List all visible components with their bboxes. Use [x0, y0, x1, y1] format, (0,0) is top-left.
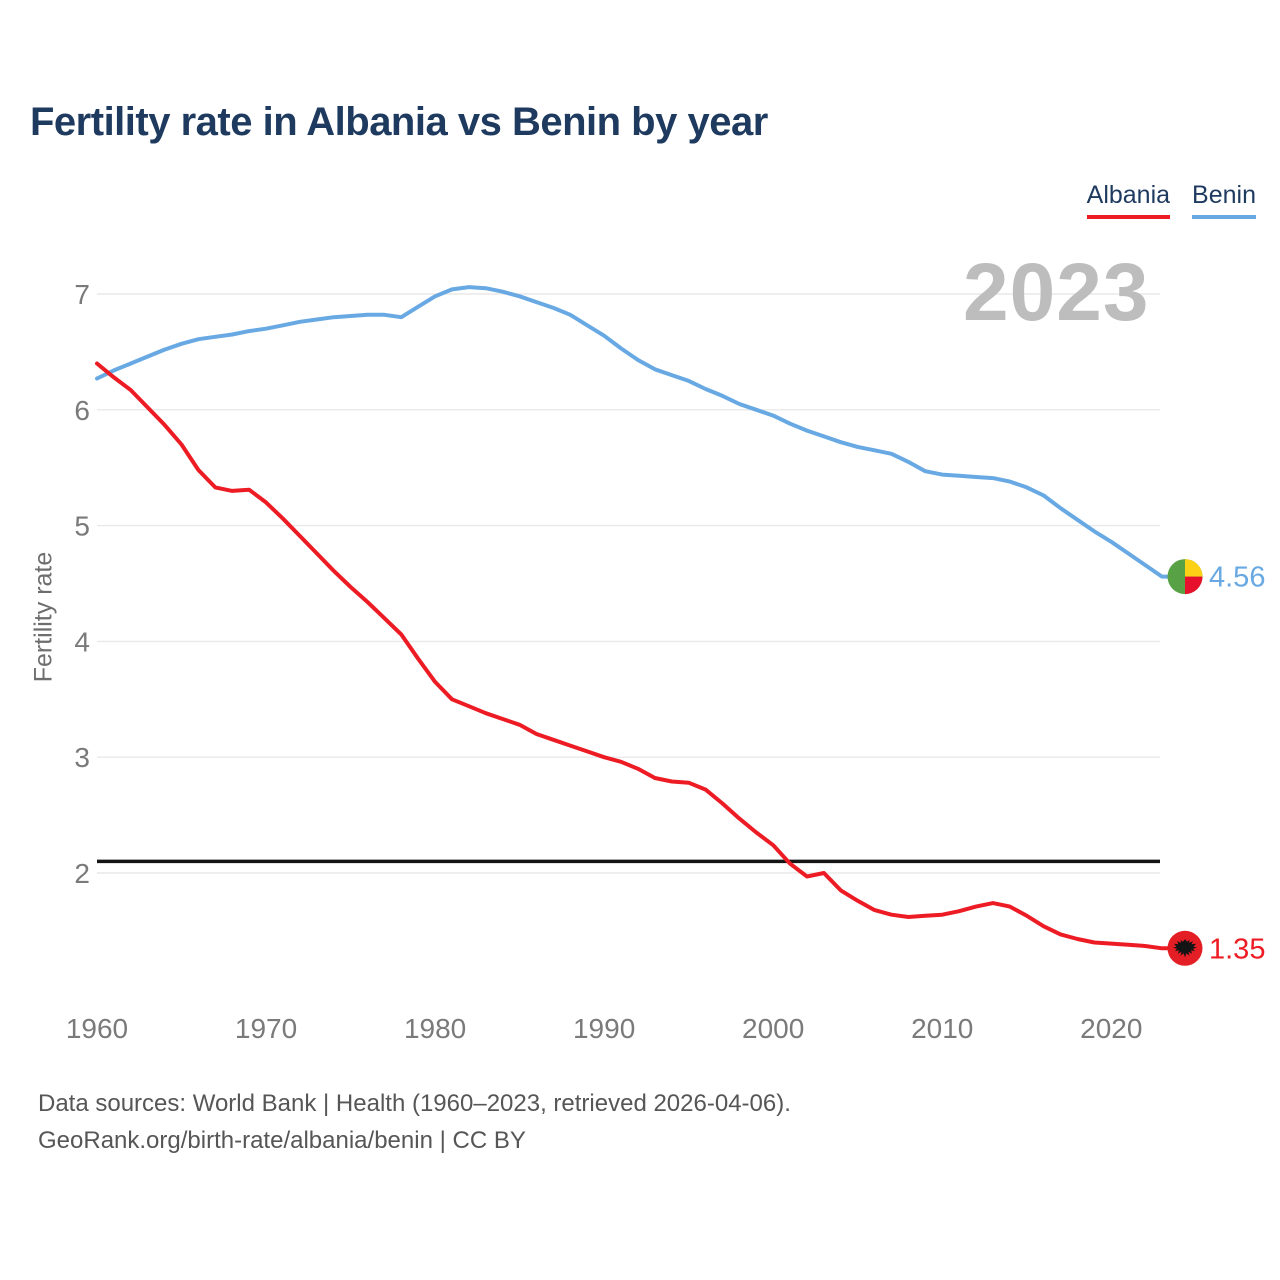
- benin-flag-icon: [1167, 559, 1203, 595]
- benin-line: [95, 285, 1178, 579]
- y-tick-label-2: 2: [74, 858, 90, 889]
- x-tick-label-2000: 2000: [742, 1013, 804, 1044]
- x-tick-label-1960: 1960: [66, 1013, 128, 1044]
- footer: Data sources: World Bank | Health (1960–…: [38, 1085, 791, 1159]
- x-tick-label-1970: 1970: [235, 1013, 297, 1044]
- y-tick-label-3: 3: [74, 742, 90, 773]
- legend: Albania Benin: [1086, 181, 1256, 219]
- y-tick-label-4: 4: [74, 626, 90, 657]
- footer-source-line: Data sources: World Bank | Health (1960–…: [38, 1090, 791, 1117]
- albania-line: [95, 361, 1178, 951]
- x-tick-label-1990: 1990: [573, 1013, 635, 1044]
- x-tick-label-1980: 1980: [404, 1013, 466, 1044]
- y-tick-label-6: 6: [74, 395, 90, 426]
- y-tick-label-7: 7: [74, 279, 90, 310]
- watermark-year: 2023: [963, 247, 1150, 338]
- y-tick-label-5: 5: [74, 511, 90, 542]
- x-tick-label-2020: 2020: [1080, 1013, 1142, 1044]
- benin-end-label: 4.56: [1209, 562, 1265, 594]
- x-tick-label-2010: 2010: [911, 1013, 973, 1044]
- page-title: Fertility rate in Albania vs Benin by ye…: [30, 100, 768, 144]
- footer-attribution-line: GeoRank.org/birth-rate/albania/benin | C…: [38, 1127, 526, 1154]
- albania-flag-icon: [1167, 930, 1203, 966]
- legend-item-benin[interactable]: Benin: [1192, 181, 1256, 219]
- albania-end-label: 1.35: [1209, 933, 1265, 965]
- legend-item-albania[interactable]: Albania: [1086, 181, 1171, 219]
